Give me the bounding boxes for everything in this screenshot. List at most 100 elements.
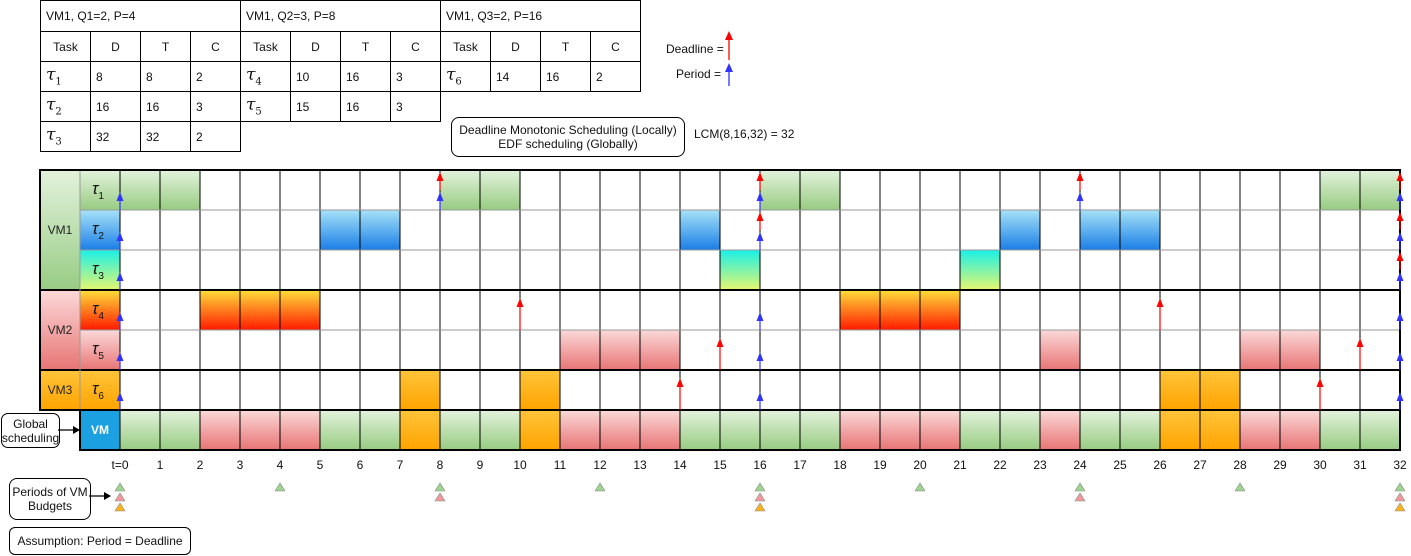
- task-execution-segment: [840, 290, 960, 330]
- table-row: τ1 8 8 2: [40, 61, 241, 92]
- global-schedule-slot: [600, 410, 640, 450]
- table-row: τ4 10 16 3: [240, 61, 441, 92]
- global-schedule-slot: [960, 410, 1000, 450]
- vm-label: VM3: [48, 383, 73, 397]
- task-label: τ1: [92, 179, 104, 202]
- period-arrow: [756, 192, 764, 210]
- task-symbol: τ6: [446, 65, 462, 88]
- time-tick-label: 29: [1273, 458, 1287, 472]
- period-arrow: [1396, 392, 1404, 410]
- deadline-arrow: [1156, 298, 1164, 330]
- table-row: τ2 16 16 3: [40, 91, 241, 122]
- deadline-cell: 10: [290, 61, 341, 92]
- period-cell: 32: [140, 121, 191, 152]
- time-tick-label: 8: [437, 458, 444, 472]
- deadline-arrow: [716, 338, 724, 370]
- vm2-budget-period-marker: [114, 492, 126, 502]
- time-tick-label: 16: [753, 458, 767, 472]
- period-arrow: [1396, 272, 1404, 290]
- task-label: τ6: [92, 379, 104, 402]
- vm2-budget-period-marker: [1394, 492, 1406, 502]
- global-schedule-slot: [480, 410, 520, 450]
- global-schedule-slot: [1040, 410, 1080, 450]
- time-tick-label: 14: [673, 458, 687, 472]
- time-tick-label: 32: [1393, 458, 1407, 472]
- time-tick-label: 24: [1073, 458, 1087, 472]
- period-legend-label: Period =: [676, 67, 722, 81]
- global-schedule-slot: [1200, 410, 1240, 450]
- vm2-budget-period-marker: [434, 492, 446, 502]
- vm1-task-table: VM1, Q1=2, P=4 Task D T C τ1 8 8 2 τ2 16…: [40, 0, 241, 152]
- period-arrow: [756, 352, 764, 370]
- time-tick-label: 12: [593, 458, 607, 472]
- global-schedule-slot: [400, 410, 440, 450]
- global-schedule-slot: [1280, 410, 1320, 450]
- period-arrow: [1396, 192, 1404, 210]
- vm1-budget-period-marker: [1234, 482, 1246, 492]
- vm-label: VM2: [48, 323, 73, 337]
- period-arrow: [1396, 312, 1404, 330]
- period-arrow: [116, 392, 124, 410]
- time-tick-label: 18: [833, 458, 847, 472]
- global-schedule-slot: [440, 410, 480, 450]
- global-schedule-slot: [1240, 410, 1280, 450]
- time-tick-label: 19: [873, 458, 887, 472]
- global-schedule-slot: [320, 410, 360, 450]
- deadline-arrow-icon: [725, 31, 733, 60]
- table-row: τ6 14 16 2: [440, 61, 641, 92]
- vm2-budget-period-marker: [754, 492, 766, 502]
- deadline-arrow: [1396, 252, 1404, 270]
- time-tick-label: 9: [477, 458, 484, 472]
- time-tick-label: 21: [953, 458, 967, 472]
- cost-cell: 3: [390, 61, 441, 92]
- time-tick-label: 10: [513, 458, 527, 472]
- global-vm-label: VM: [91, 423, 109, 437]
- global-schedule-slot: [120, 410, 160, 450]
- vm-label-cell: [39, 289, 81, 371]
- task-execution-segment: [560, 330, 680, 370]
- deadline-arrow: [756, 172, 764, 190]
- global-schedule-slot: [1360, 410, 1400, 450]
- global-schedule-slot: [240, 410, 280, 450]
- task-execution-segment: [1000, 210, 1040, 250]
- period-cell: 16: [140, 91, 191, 122]
- period-cell: 16: [340, 91, 391, 122]
- deadline-legend-label: Deadline =: [666, 42, 724, 56]
- deadline-arrow: [1396, 212, 1404, 230]
- period-arrow: [436, 192, 444, 210]
- table-title: VM1, Q1=2, P=4: [40, 0, 241, 32]
- task-symbol: τ1: [46, 65, 62, 88]
- task-label: τ2: [92, 219, 104, 242]
- period-arrow: [756, 232, 764, 250]
- vm1-budget-period-marker: [274, 482, 286, 492]
- table-row: τ5 15 16 3: [240, 91, 441, 122]
- global-schedule-slot: [1080, 410, 1120, 450]
- scheduling-policy-box: Deadline Monotonic Scheduling (Locally) E…: [451, 117, 685, 157]
- global-schedule-slot: [1120, 410, 1160, 450]
- global-schedule-slot: [200, 410, 240, 450]
- vm1-budget-period-marker: [754, 482, 766, 492]
- time-tick-label: 15: [713, 458, 727, 472]
- time-tick-label: 2: [197, 458, 204, 472]
- time-tick-label: 30: [1313, 458, 1327, 472]
- time-tick-label: 3: [237, 458, 244, 472]
- time-tick-label: 1: [157, 458, 164, 472]
- cost-cell: 2: [190, 121, 241, 152]
- arrow-right-icon: [89, 492, 111, 500]
- global-schedule-slot: [160, 410, 200, 450]
- deadline-arrow: [436, 172, 444, 190]
- deadline-arrow: [516, 298, 524, 330]
- deadline-cell: 32: [90, 121, 141, 152]
- task-symbol: τ4: [246, 65, 262, 88]
- period-cell: 16: [540, 61, 591, 92]
- period-cell: 16: [340, 61, 391, 92]
- global-schedule-slot: [680, 410, 720, 450]
- vm2-task-table: VM1, Q2=3, P=8 Task D T C τ4 10 16 3 τ5 …: [240, 0, 441, 122]
- col-header: D: [490, 31, 541, 62]
- task-label-cell: [80, 250, 120, 290]
- time-tick-label: 27: [1193, 458, 1207, 472]
- task-symbol: τ2: [46, 95, 62, 118]
- deadline-arrow: [1356, 338, 1364, 370]
- period-arrow: [1396, 352, 1404, 370]
